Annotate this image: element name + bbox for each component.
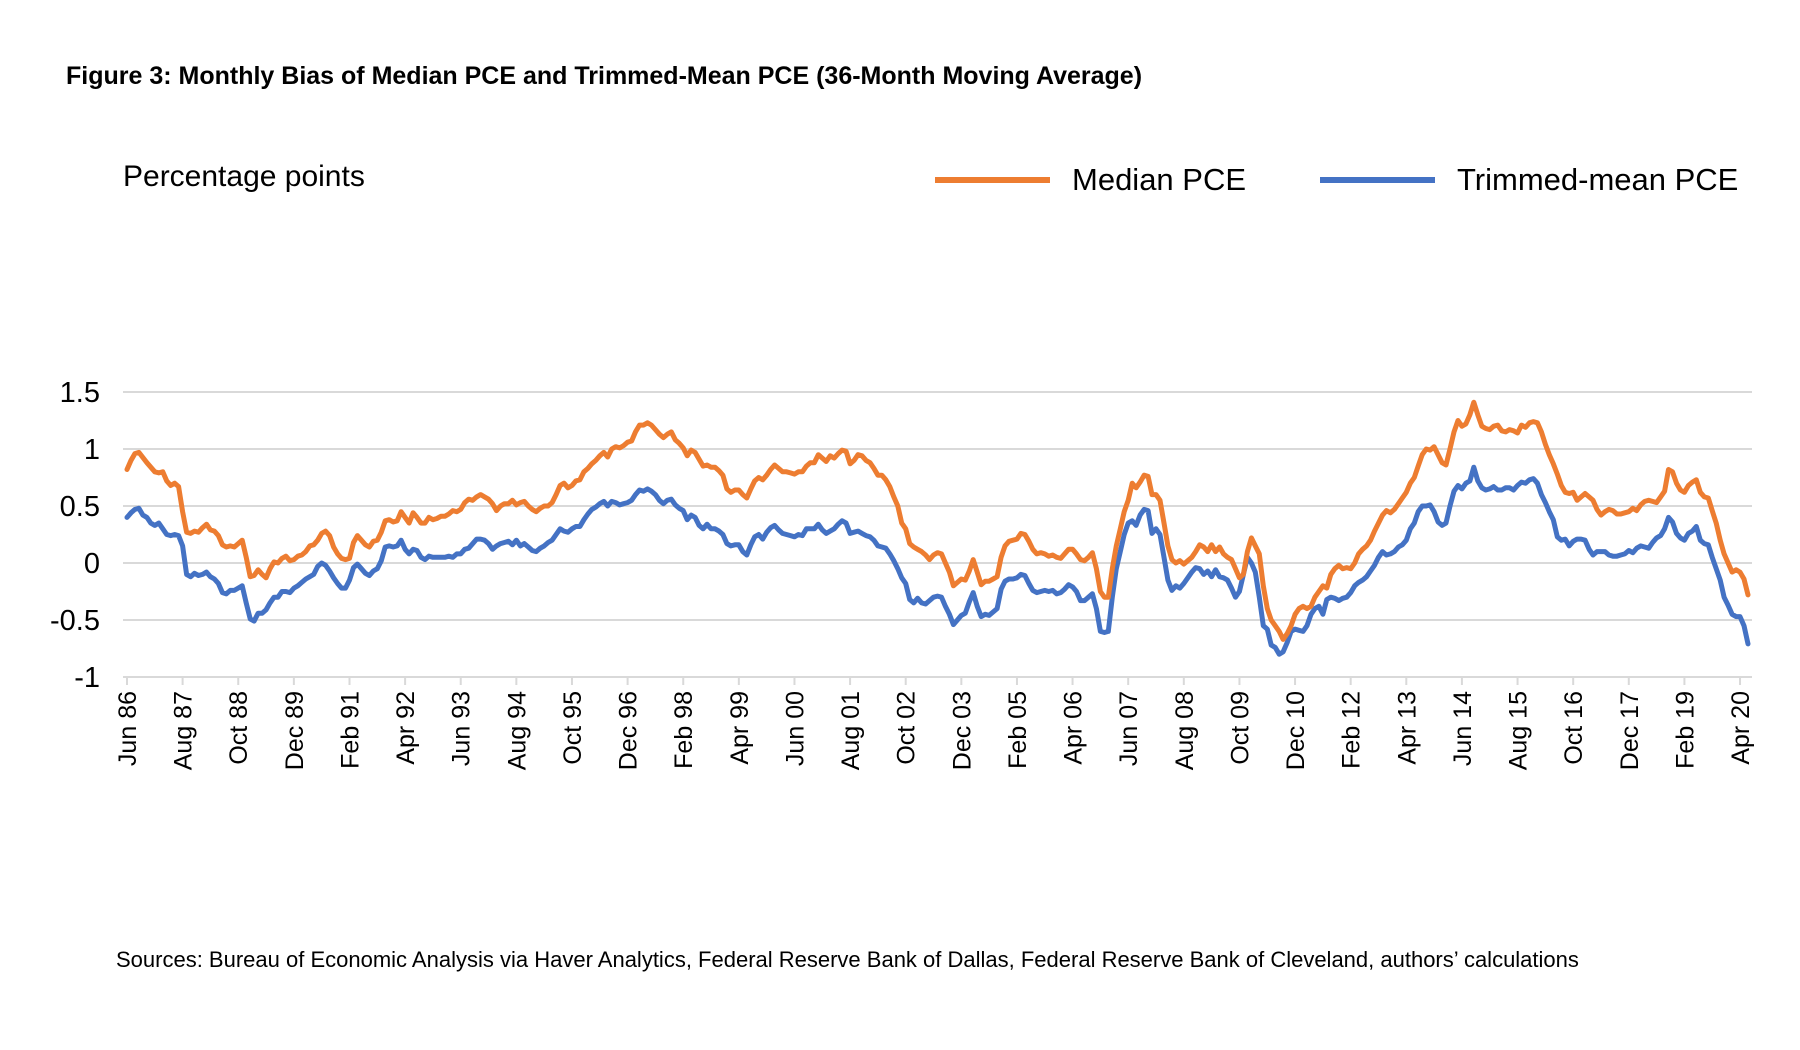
x-tick-label: Feb 91 [336,691,364,769]
x-tick-label: Apr 99 [726,691,754,765]
y-tick-label: -0.5 [50,605,100,637]
x-tick-label: Feb 05 [1004,691,1032,769]
y-tick-label: 0.5 [60,491,100,523]
y-axis-label: Percentage points [123,160,365,193]
x-tick-label: Oct 88 [225,691,253,765]
x-tick-label: Apr 06 [1060,691,1088,765]
trimmed-mean-pce-line [124,464,1751,657]
x-tick-label: Aug 01 [837,691,865,770]
x-tick-label: Feb 19 [1671,691,1699,769]
x-tick-label: Aug 87 [170,691,198,770]
x-tick-label: Oct 16 [1560,691,1588,765]
x-tick-label: Jun 00 [781,691,809,766]
sources-note: Sources: Bureau of Economic Analysis via… [116,947,1579,972]
x-tick-label: Jun 14 [1449,691,1477,766]
x-tick-label: Aug 08 [1171,691,1199,770]
chart-title: Figure 3: Monthly Bias of Median PCE and… [66,62,1143,90]
x-tick-label: Jun 07 [1115,691,1143,766]
legend-item-median-pce: Median PCE [935,162,1246,198]
x-tick-label: Oct 09 [1226,691,1254,765]
legend-swatch-median [935,177,1050,183]
x-tick-label: Jun 86 [114,691,142,766]
y-tick-label: -1 [74,662,100,694]
x-tick-label: Oct 95 [559,691,587,765]
legend-item-trimmed-mean-pce: Trimmed-mean PCE [1320,162,1738,198]
legend-label-trimmed: Trimmed-mean PCE [1457,162,1739,197]
x-tick-label: Apr 20 [1727,691,1755,765]
x-tick-label: Dec 03 [948,691,976,770]
y-tick-label: 0 [84,548,100,580]
x-tick-label: Feb 12 [1338,691,1366,769]
y-tick-label: 1.5 [60,377,100,409]
x-tick-label: Feb 98 [670,691,698,769]
x-tick-label: Dec 10 [1282,691,1310,770]
x-tick-label: Oct 02 [893,691,921,765]
x-tick-label: Jun 93 [448,691,476,766]
x-tick-label: Dec 96 [615,691,643,770]
x-tick-label: Aug 15 [1505,691,1533,770]
x-tick-label: Dec 17 [1616,691,1644,770]
legend-label-median: Median PCE [1072,162,1247,197]
x-tick-label: Dec 89 [281,691,309,770]
x-tick-label: Aug 94 [503,691,531,770]
median-pce-line [124,399,1751,642]
legend-swatch-trimmed [1320,177,1435,183]
x-tick-label: Apr 13 [1393,691,1421,765]
y-tick-label: 1 [84,434,100,466]
x-tick-label: Apr 92 [392,691,420,765]
